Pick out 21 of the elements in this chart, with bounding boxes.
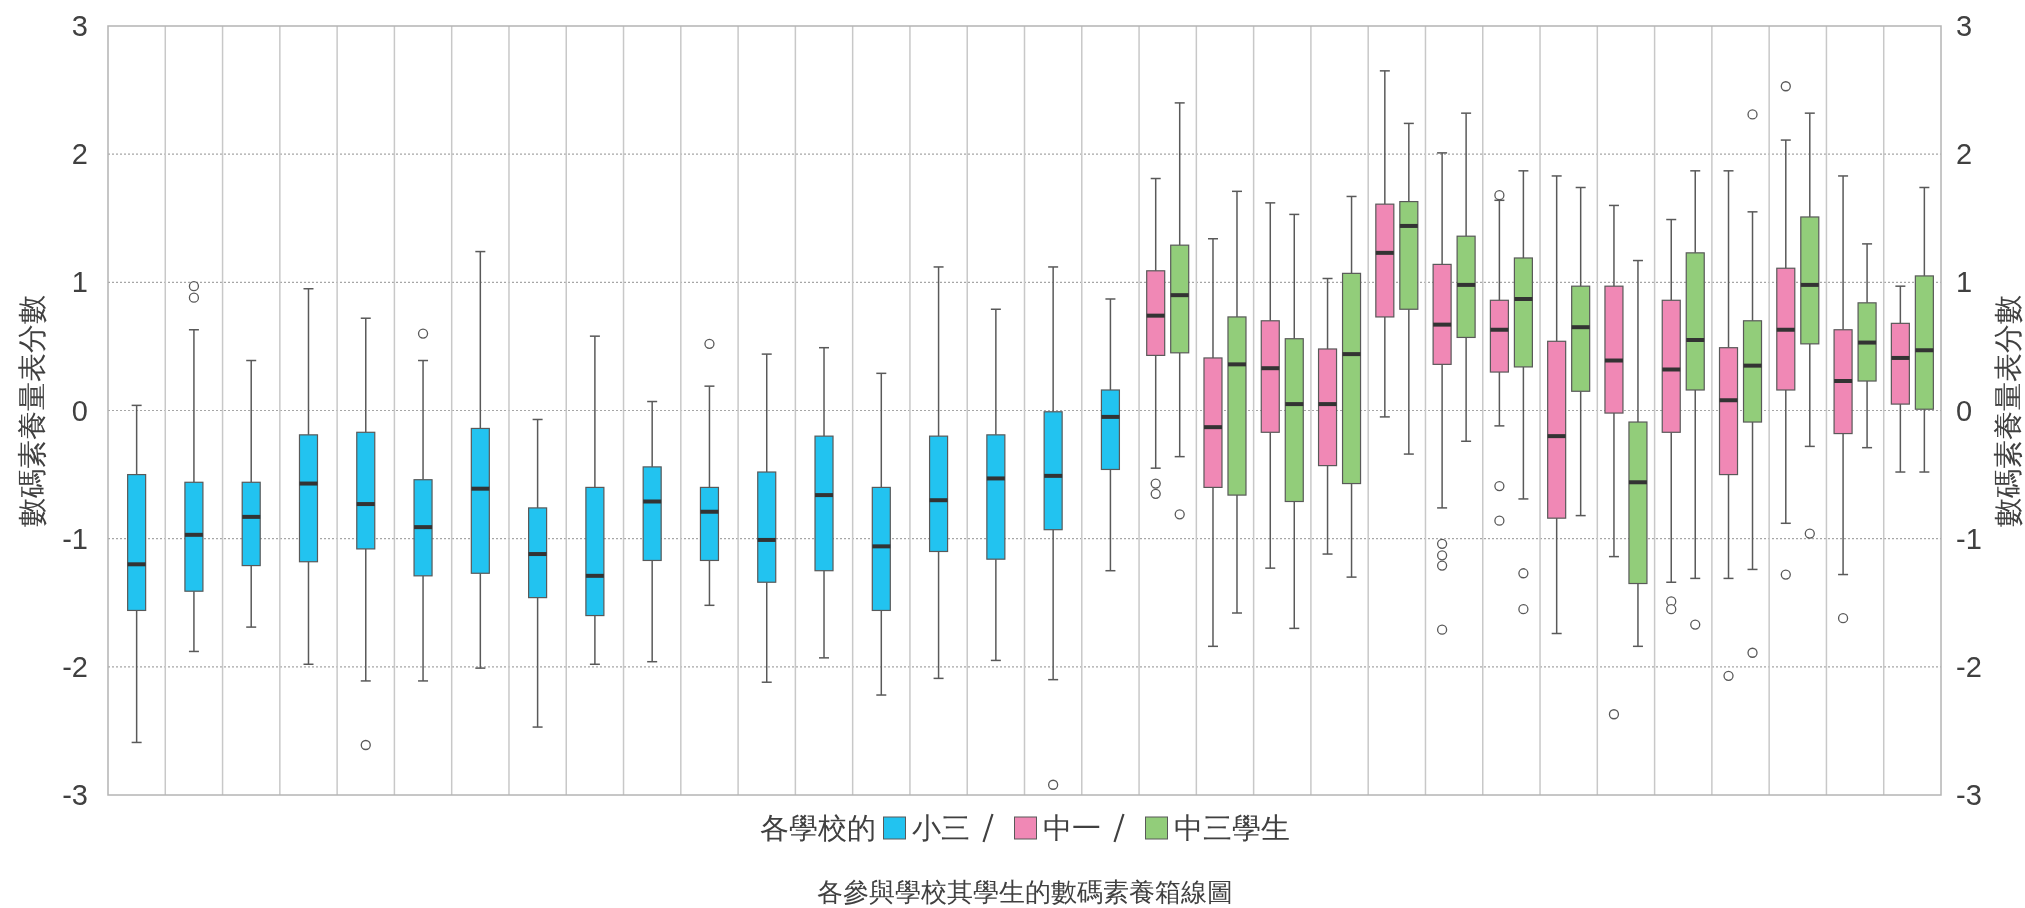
y-tick-label: 1 bbox=[71, 266, 88, 299]
y2-tick-label: -2 bbox=[1956, 650, 1982, 683]
y-tick-label: -1 bbox=[62, 522, 88, 555]
y2-axis-title: 數碼素養量表分數 bbox=[1992, 294, 2024, 527]
legend-label: 中三學生 bbox=[1173, 812, 1290, 844]
y2-tick-label: -3 bbox=[1956, 779, 1982, 811]
y-tick-label: 2 bbox=[71, 138, 88, 171]
y2-tick-label: 1 bbox=[1956, 266, 1973, 299]
y2-tick-label: 0 bbox=[1956, 394, 1973, 427]
y2-tick-label: 3 bbox=[1956, 10, 1973, 42]
y-tick-label: 0 bbox=[71, 394, 88, 427]
legend-label: 小三 bbox=[911, 812, 970, 844]
y-tick-label: 3 bbox=[71, 10, 88, 42]
y-tick-label: -2 bbox=[62, 650, 88, 683]
y-axis-title: 數碼素養量表分數 bbox=[16, 294, 48, 527]
legend-title: 各學校的 bbox=[759, 812, 876, 844]
text: 各參與學校其學生的數碼素養箱線圖 bbox=[816, 877, 1233, 907]
legend-label: 中一 bbox=[1042, 812, 1101, 844]
y2-tick-label: 2 bbox=[1956, 138, 1973, 171]
y2-tick-label: -1 bbox=[1956, 522, 1982, 555]
y-tick-label: -3 bbox=[62, 779, 88, 811]
